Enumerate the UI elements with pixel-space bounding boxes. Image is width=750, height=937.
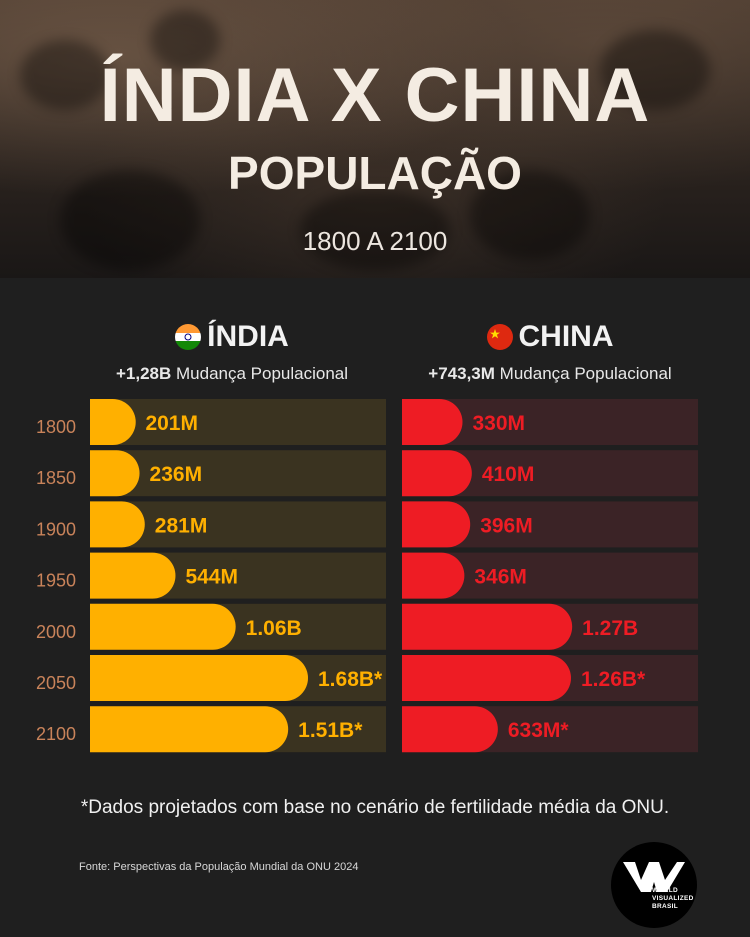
china-bar-2000 bbox=[402, 603, 573, 650]
source-note: Fonte: Perspectivas da População Mundial… bbox=[79, 861, 359, 873]
india-bar-1950 bbox=[90, 552, 176, 599]
year-range: 1800 A 2100 bbox=[302, 226, 448, 256]
year-label-1800: 1800 bbox=[36, 417, 76, 437]
year-label-2100: 2100 bbox=[36, 724, 76, 744]
china-value-label-2050: 1.26B* bbox=[581, 668, 646, 691]
china-header: CHINA +743,3M Mudança Populacional bbox=[400, 322, 700, 384]
china-bar-1800 bbox=[402, 399, 463, 445]
logo-line3: BRASIL bbox=[652, 903, 678, 910]
india-value-label-2100: 1.51B* bbox=[298, 719, 363, 742]
year-label-2050: 2050 bbox=[36, 673, 76, 693]
india-value-label-2000: 1.06B bbox=[246, 617, 302, 640]
china-change-value: +743,3M bbox=[428, 364, 495, 383]
china-value-label-1800: 330M bbox=[473, 412, 526, 435]
logo-line1: WORLD bbox=[652, 887, 679, 894]
china-value-label-1900: 396M bbox=[480, 514, 533, 537]
logo-line2: VISUALIZED bbox=[652, 895, 694, 902]
india-bar-2050 bbox=[90, 655, 308, 701]
year-label-1850: 1850 bbox=[36, 468, 76, 488]
world-visualized-logo: WORLD VISUALIZED BRASIL bbox=[611, 842, 697, 928]
india-track-1800 bbox=[90, 399, 386, 445]
india-change-value: +1,28B bbox=[115, 364, 172, 383]
india-value-label-1900: 281M bbox=[155, 514, 208, 537]
china-bar-1900 bbox=[402, 501, 471, 548]
india-header: ÍNDIA +1,28B Mudança Populacional bbox=[82, 322, 382, 384]
india-bar-1800 bbox=[90, 399, 136, 445]
china-value-label-1950: 346M bbox=[474, 566, 527, 589]
india-value-label-1950: 544M bbox=[185, 566, 238, 589]
india-value-label-1850: 236M bbox=[150, 463, 203, 486]
india-value-label-1800: 201M bbox=[145, 412, 198, 435]
india-bar-2000 bbox=[90, 603, 236, 650]
page-title: ÍNDIA X CHINA bbox=[99, 53, 651, 138]
india-bar-1850 bbox=[90, 450, 140, 497]
india-name: ÍNDIA bbox=[207, 320, 289, 353]
china-name: CHINA bbox=[518, 320, 614, 353]
year-label-1950: 1950 bbox=[36, 571, 76, 591]
china-bar-2050 bbox=[402, 655, 571, 701]
china-value-label-1850: 410M bbox=[482, 463, 535, 486]
india-bar-2100 bbox=[90, 706, 289, 753]
china-flag-icon bbox=[486, 324, 513, 350]
hero-banner: ÍNDIA X CHINA POPULAÇÃO 1800 A 2100 bbox=[0, 0, 750, 278]
china-change-label: Mudança Populacional bbox=[499, 364, 672, 383]
year-label-2000: 2000 bbox=[36, 622, 76, 642]
china-bar-1850 bbox=[402, 450, 472, 497]
india-value-label-2050: 1.68B* bbox=[318, 668, 383, 691]
footnote: *Dados projetados com base no cenário de… bbox=[80, 797, 670, 818]
india-change-label: Mudança Populacional bbox=[176, 364, 349, 383]
wv-mark-icon bbox=[623, 862, 685, 892]
page-subtitle: POPULAÇÃO bbox=[228, 147, 522, 199]
india-bar-1900 bbox=[90, 501, 145, 548]
china-value-label-2000: 1.27B bbox=[582, 617, 638, 640]
china-value-label-2100: 633M* bbox=[508, 719, 570, 742]
year-label-1900: 1900 bbox=[36, 519, 76, 539]
india-flag-icon bbox=[175, 324, 202, 350]
china-bar-2100 bbox=[402, 706, 498, 753]
china-bar-1950 bbox=[402, 552, 465, 599]
